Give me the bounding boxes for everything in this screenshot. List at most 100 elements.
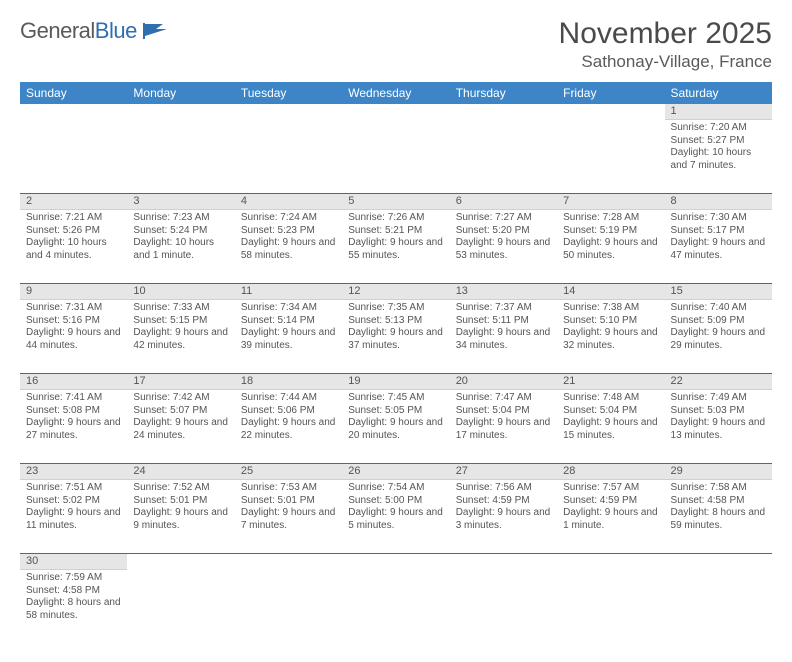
sunset-line: Sunset: 5:19 PM (563, 225, 658, 238)
sunset-line: Sunset: 5:24 PM (133, 225, 228, 238)
content-row: Sunrise: 7:21 AMSunset: 5:26 PMDaylight:… (20, 210, 772, 284)
sunrise-line: Sunrise: 7:35 AM (348, 302, 443, 315)
day-content-cell: Sunrise: 7:54 AMSunset: 5:00 PMDaylight:… (342, 480, 449, 554)
sunset-line: Sunset: 5:20 PM (456, 225, 551, 238)
day-number-cell (127, 554, 234, 570)
day-number-cell: 2 (20, 194, 127, 210)
sunrise-line: Sunrise: 7:42 AM (133, 392, 228, 405)
day-number-cell (665, 554, 772, 570)
day-number-cell (342, 104, 449, 120)
daynum-row: 2345678 (20, 194, 772, 210)
sunset-line: Sunset: 4:58 PM (671, 495, 766, 508)
daylight-line: Daylight: 9 hours and 1 minute. (563, 507, 658, 532)
sunset-line: Sunset: 4:59 PM (456, 495, 551, 508)
day-content-cell (127, 120, 234, 194)
day-content-cell: Sunrise: 7:26 AMSunset: 5:21 PMDaylight:… (342, 210, 449, 284)
daylight-line: Daylight: 9 hours and 50 minutes. (563, 237, 658, 262)
day-content-cell: Sunrise: 7:56 AMSunset: 4:59 PMDaylight:… (450, 480, 557, 554)
daylight-line: Daylight: 9 hours and 58 minutes. (241, 237, 336, 262)
day-number-cell: 1 (665, 104, 772, 120)
title-block: November 2025 Sathonay-Village, France (559, 18, 772, 72)
day-content-cell: Sunrise: 7:48 AMSunset: 5:04 PMDaylight:… (557, 390, 664, 464)
daylight-line: Daylight: 9 hours and 13 minutes. (671, 417, 766, 442)
day-content-cell: Sunrise: 7:59 AMSunset: 4:58 PMDaylight:… (20, 570, 127, 644)
sunset-line: Sunset: 5:04 PM (563, 405, 658, 418)
daylight-line: Daylight: 9 hours and 11 minutes. (26, 507, 121, 532)
sunset-line: Sunset: 5:14 PM (241, 315, 336, 328)
day-content-cell: Sunrise: 7:49 AMSunset: 5:03 PMDaylight:… (665, 390, 772, 464)
day-number-cell: 21 (557, 374, 664, 390)
day-content-cell (342, 570, 449, 644)
dayname: Saturday (665, 82, 772, 104)
sunrise-line: Sunrise: 7:41 AM (26, 392, 121, 405)
day-number-cell (557, 554, 664, 570)
dayname: Thursday (450, 82, 557, 104)
sunrise-line: Sunrise: 7:51 AM (26, 482, 121, 495)
day-content-cell (557, 570, 664, 644)
daylight-line: Daylight: 9 hours and 20 minutes. (348, 417, 443, 442)
day-number-cell: 28 (557, 464, 664, 480)
content-row: Sunrise: 7:51 AMSunset: 5:02 PMDaylight:… (20, 480, 772, 554)
sunset-line: Sunset: 5:01 PM (133, 495, 228, 508)
day-number-cell (450, 554, 557, 570)
day-number-cell (127, 104, 234, 120)
daylight-line: Daylight: 9 hours and 9 minutes. (133, 507, 228, 532)
day-content-cell: Sunrise: 7:52 AMSunset: 5:01 PMDaylight:… (127, 480, 234, 554)
day-number-cell: 20 (450, 374, 557, 390)
sunset-line: Sunset: 5:09 PM (671, 315, 766, 328)
day-number-cell: 8 (665, 194, 772, 210)
daylight-line: Daylight: 9 hours and 24 minutes. (133, 417, 228, 442)
day-content-cell: Sunrise: 7:27 AMSunset: 5:20 PMDaylight:… (450, 210, 557, 284)
day-content-cell: Sunrise: 7:21 AMSunset: 5:26 PMDaylight:… (20, 210, 127, 284)
sunset-line: Sunset: 5:23 PM (241, 225, 336, 238)
sunrise-line: Sunrise: 7:33 AM (133, 302, 228, 315)
day-content-cell: Sunrise: 7:23 AMSunset: 5:24 PMDaylight:… (127, 210, 234, 284)
sunrise-line: Sunrise: 7:26 AM (348, 212, 443, 225)
sunrise-line: Sunrise: 7:24 AM (241, 212, 336, 225)
day-content-cell: Sunrise: 7:53 AMSunset: 5:01 PMDaylight:… (235, 480, 342, 554)
daynum-row: 30 (20, 554, 772, 570)
day-number-cell: 23 (20, 464, 127, 480)
sunrise-line: Sunrise: 7:40 AM (671, 302, 766, 315)
sunset-line: Sunset: 5:01 PM (241, 495, 336, 508)
day-number-cell: 26 (342, 464, 449, 480)
day-number-cell: 9 (20, 284, 127, 300)
day-number-cell: 15 (665, 284, 772, 300)
dayname-row: Sunday Monday Tuesday Wednesday Thursday… (20, 82, 772, 104)
content-row: Sunrise: 7:20 AMSunset: 5:27 PMDaylight:… (20, 120, 772, 194)
logo-text-2: Blue (95, 18, 137, 44)
sunrise-line: Sunrise: 7:31 AM (26, 302, 121, 315)
sunrise-line: Sunrise: 7:34 AM (241, 302, 336, 315)
day-number-cell: 30 (20, 554, 127, 570)
daylight-line: Daylight: 10 hours and 4 minutes. (26, 237, 121, 262)
sunrise-line: Sunrise: 7:44 AM (241, 392, 336, 405)
content-row: Sunrise: 7:31 AMSunset: 5:16 PMDaylight:… (20, 300, 772, 374)
daylight-line: Daylight: 9 hours and 32 minutes. (563, 327, 658, 352)
sunrise-line: Sunrise: 7:59 AM (26, 572, 121, 585)
day-content-cell: Sunrise: 7:38 AMSunset: 5:10 PMDaylight:… (557, 300, 664, 374)
sunset-line: Sunset: 5:13 PM (348, 315, 443, 328)
day-content-cell: Sunrise: 7:40 AMSunset: 5:09 PMDaylight:… (665, 300, 772, 374)
day-content-cell: Sunrise: 7:44 AMSunset: 5:06 PMDaylight:… (235, 390, 342, 464)
day-number-cell: 5 (342, 194, 449, 210)
day-number-cell (557, 104, 664, 120)
day-content-cell: Sunrise: 7:37 AMSunset: 5:11 PMDaylight:… (450, 300, 557, 374)
sunset-line: Sunset: 5:07 PM (133, 405, 228, 418)
dayname: Monday (127, 82, 234, 104)
day-content-cell: Sunrise: 7:24 AMSunset: 5:23 PMDaylight:… (235, 210, 342, 284)
dayname: Friday (557, 82, 664, 104)
month-title: November 2025 (559, 18, 772, 50)
sunrise-line: Sunrise: 7:21 AM (26, 212, 121, 225)
daylight-line: Daylight: 10 hours and 7 minutes. (671, 147, 766, 172)
header: GeneralBlue November 2025 Sathonay-Villa… (20, 18, 772, 72)
sunrise-line: Sunrise: 7:53 AM (241, 482, 336, 495)
day-number-cell: 10 (127, 284, 234, 300)
day-number-cell: 24 (127, 464, 234, 480)
day-number-cell: 6 (450, 194, 557, 210)
daylight-line: Daylight: 9 hours and 55 minutes. (348, 237, 443, 262)
content-row: Sunrise: 7:41 AMSunset: 5:08 PMDaylight:… (20, 390, 772, 464)
sunrise-line: Sunrise: 7:47 AM (456, 392, 551, 405)
day-number-cell: 3 (127, 194, 234, 210)
sunset-line: Sunset: 4:59 PM (563, 495, 658, 508)
sunrise-line: Sunrise: 7:28 AM (563, 212, 658, 225)
